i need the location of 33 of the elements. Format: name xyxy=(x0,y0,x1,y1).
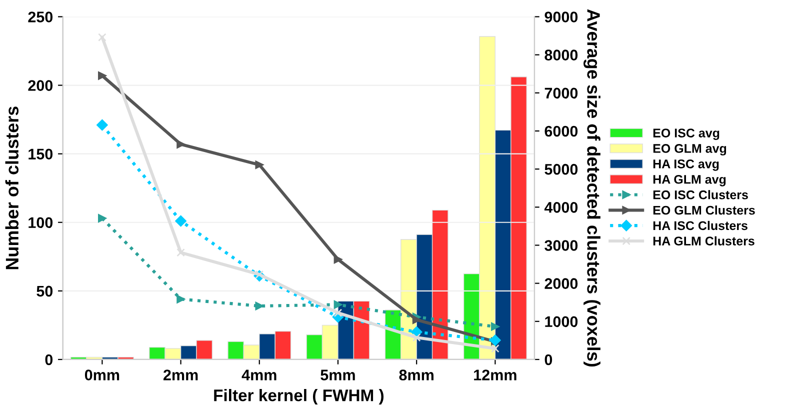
legend-label: HA GLM Clusters xyxy=(653,236,754,246)
legend-label: EO ISC Clusters xyxy=(653,190,748,200)
legend-label: HA ISC Clusters xyxy=(653,220,748,230)
y2-tick-label: 3000 xyxy=(544,240,578,251)
y2-tick-label: 1000 xyxy=(545,316,578,328)
legend-label: EO GLM avg xyxy=(653,144,726,156)
y-tick-label: 250 xyxy=(28,12,53,22)
y2-tick-label: 4000 xyxy=(544,202,578,213)
legend-label: EO GLM Clusters xyxy=(653,205,755,215)
x-tick-label: 0mm xyxy=(84,370,120,380)
y-tick-label: 0 xyxy=(45,354,53,366)
y-tick-label: 150 xyxy=(28,148,53,160)
y2-tick-label: 7000 xyxy=(544,88,578,99)
x-tick-label: 8mm xyxy=(399,370,434,380)
y2-tick-label: 6000 xyxy=(544,126,578,137)
x-tick-label: 4mm xyxy=(242,370,276,380)
x-tick-label: 5mm xyxy=(320,370,355,380)
y-tick-label: 100 xyxy=(28,217,53,228)
y-tick-label: 50 xyxy=(36,286,53,297)
y-tick-label: 200 xyxy=(28,80,53,91)
legend-label: HA ISC avg xyxy=(653,160,719,171)
y2-tick-label: 8000 xyxy=(544,50,578,60)
x-axis-title: Filter kernel ( FWHM ) xyxy=(214,389,384,405)
x-tick-label: 12mm xyxy=(474,370,516,380)
legend-label: HA GLM avg xyxy=(653,174,726,186)
x-tick-label: 2mm xyxy=(163,370,198,380)
y2-tick-label: 0 xyxy=(544,354,552,366)
y2-tick-label: 5000 xyxy=(544,164,578,175)
y2-tick-label: 2000 xyxy=(544,278,578,289)
legend-label: EO ISC avg xyxy=(653,128,720,140)
y-axis-title: Number of clusters xyxy=(5,106,19,270)
y2-tick-label: 9000 xyxy=(544,12,578,22)
y2-axis-title: Average size of detected clusters (voxels) xyxy=(584,9,600,367)
